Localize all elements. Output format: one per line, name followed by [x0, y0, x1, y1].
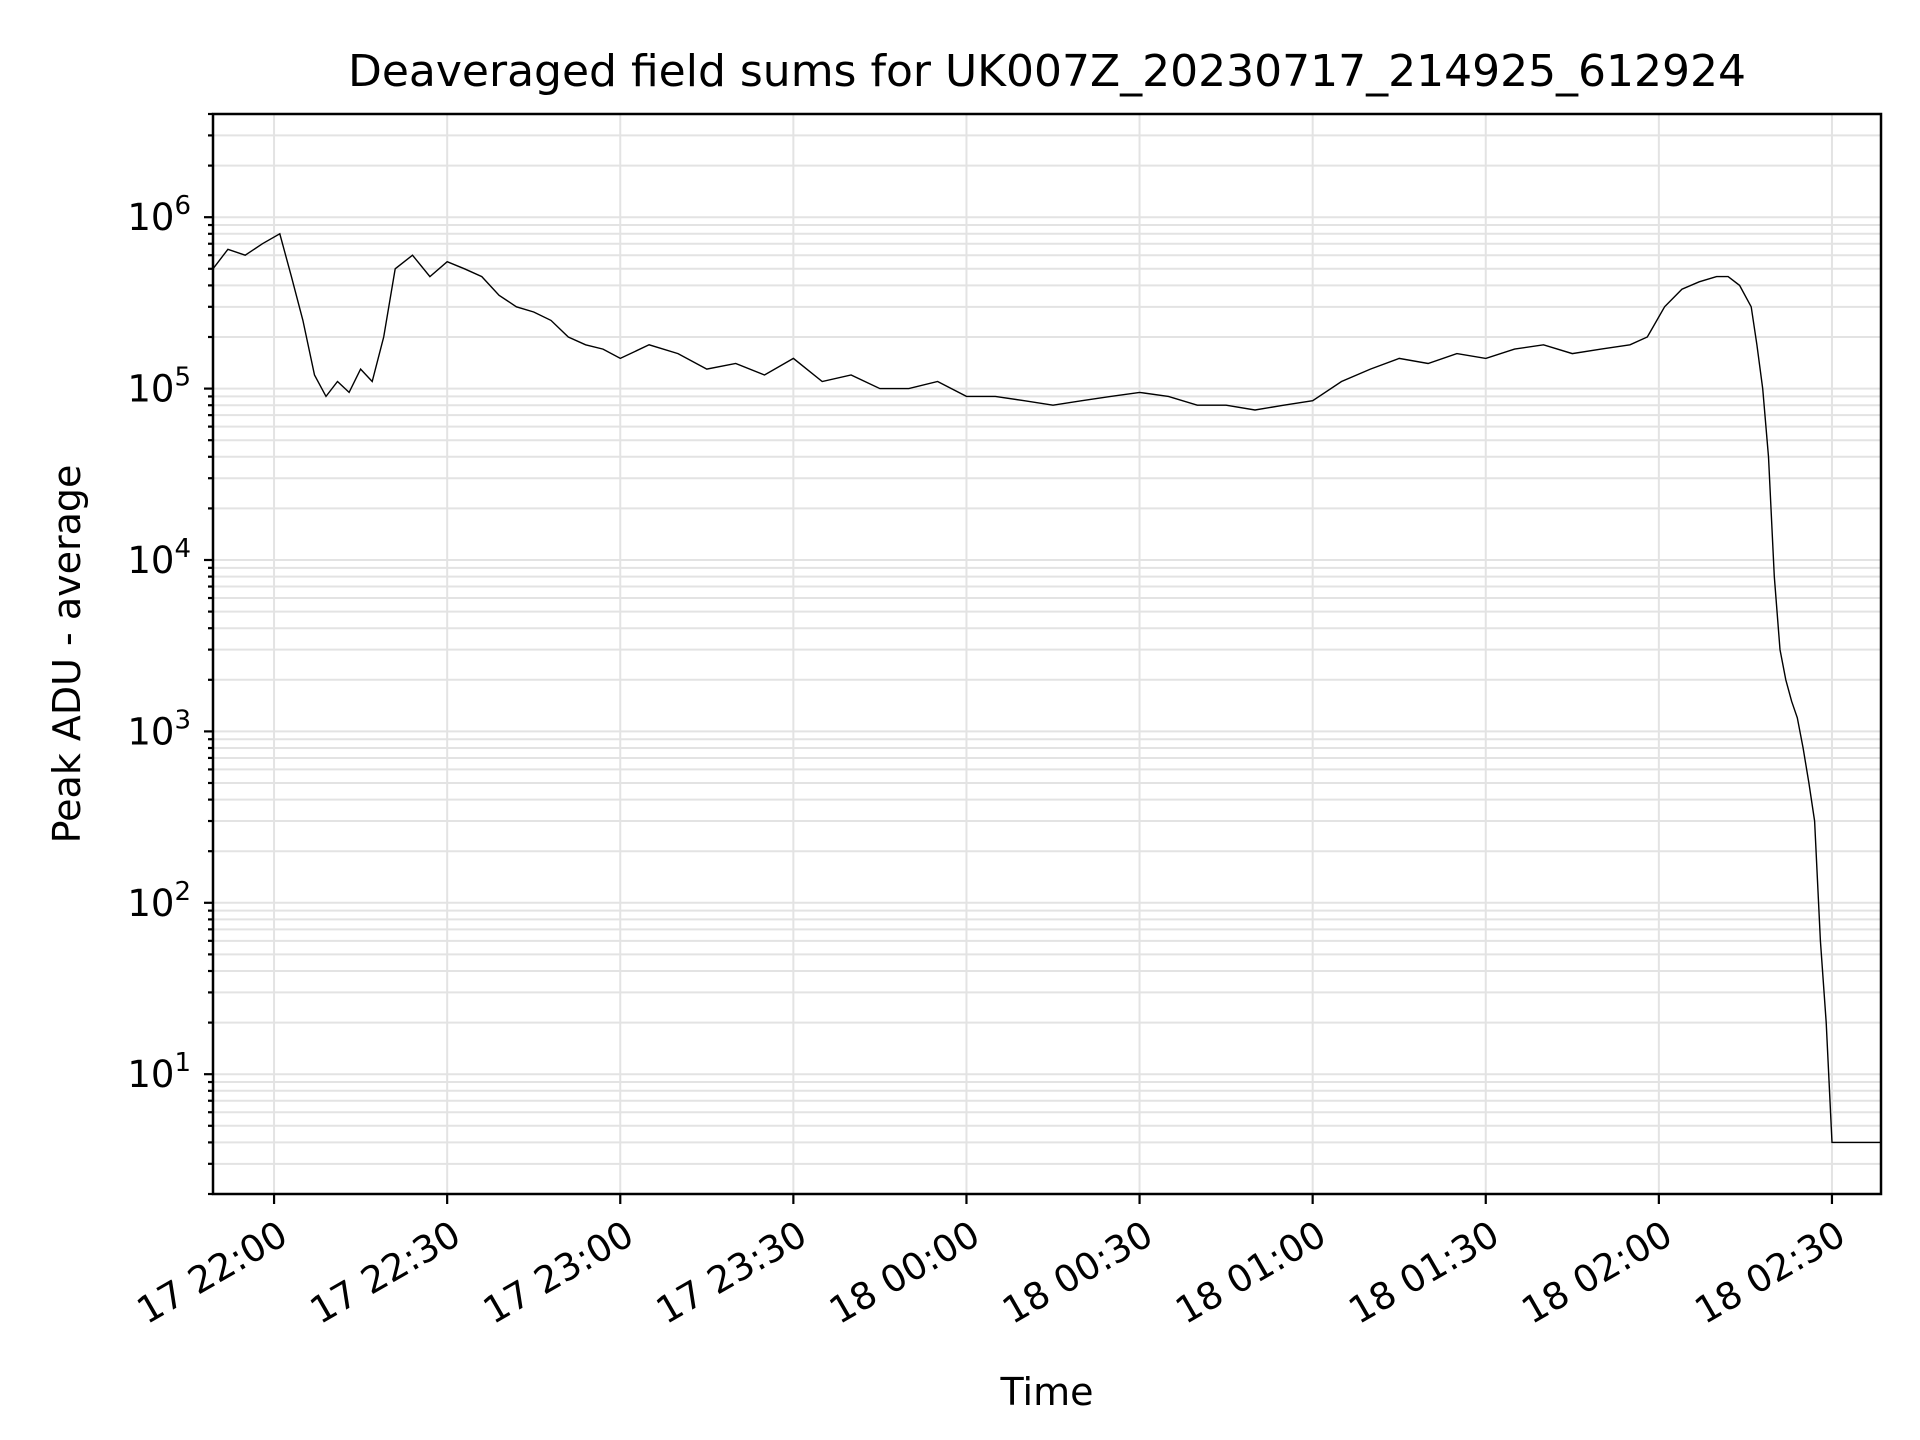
x-tick-label: 17 22:00 [130, 1213, 295, 1333]
y-axis: 101 102 103 104 105 106 [127, 112, 213, 1196]
x-axis-label: Time [1000, 1370, 1094, 1414]
x-tick-label: 17 23:00 [476, 1213, 641, 1333]
x-tick-label: 18 01:30 [1341, 1213, 1506, 1333]
y-tick-label: 101 [127, 1048, 191, 1096]
series-layer [212, 232, 1881, 1144]
x-tick-label: 18 02:00 [1515, 1213, 1680, 1333]
y-tick-label: 105 [127, 363, 191, 411]
y-axis-label: Peak ADU - average [45, 465, 89, 844]
y-tick-label: 102 [127, 877, 191, 925]
plot-frame [211, 112, 1883, 1196]
series-line [212, 232, 1881, 1144]
chart-title: Deaveraged field sums for UK007Z_2023071… [348, 46, 1746, 97]
x-tick-label: 18 01:00 [1168, 1213, 1333, 1333]
x-axis: 17 22:00 17 22:30 17 23:00 17 23:30 18 00:00… [130, 1194, 1853, 1333]
x-tick-label: 18 00:00 [822, 1213, 987, 1333]
grid [213, 113, 1881, 1195]
x-tick-label: 17 23:30 [649, 1213, 814, 1333]
y-tick-label: 103 [127, 705, 191, 753]
x-tick-label: 18 02:30 [1688, 1213, 1853, 1333]
x-tick-label: 18 00:30 [995, 1213, 1160, 1333]
y-tick-label: 104 [127, 534, 191, 582]
x-tick-label: 17 22:30 [303, 1213, 468, 1333]
y-tick-label: 106 [127, 191, 191, 239]
